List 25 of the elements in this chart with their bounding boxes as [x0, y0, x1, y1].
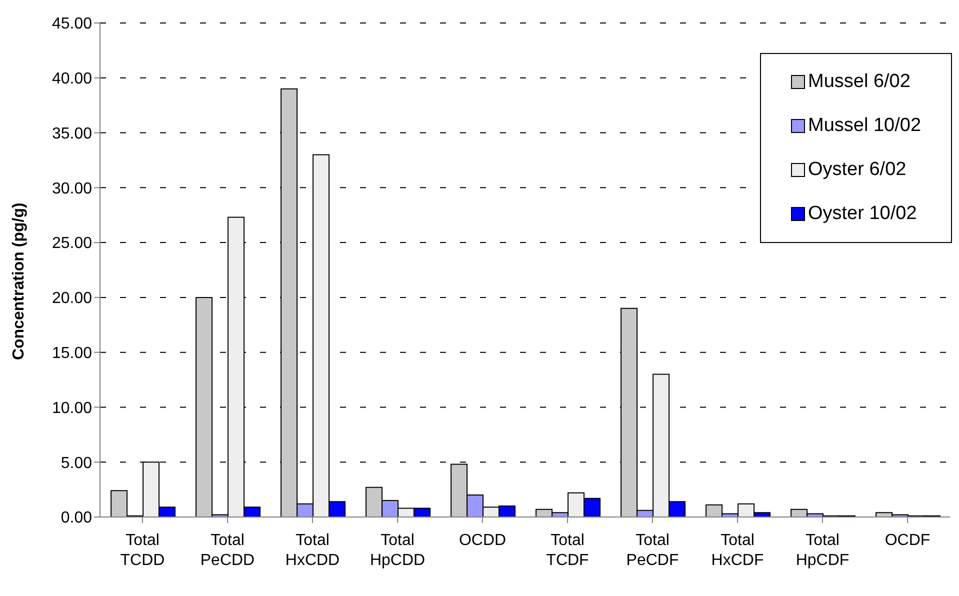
x-tick-label: OCDF	[884, 532, 930, 549]
y-tick-label: 20.00	[52, 290, 92, 308]
y-tick-label: 15.00	[52, 345, 92, 362]
legend-label: Mussel 6/02	[808, 71, 910, 93]
x-tick-label: Total HxCDF	[711, 532, 764, 569]
y-tick-label: 25.00	[52, 235, 92, 252]
y-tick-label: 40.00	[52, 70, 92, 88]
x-tick-label: OCDD	[458, 532, 506, 549]
y-tick-label: 0.00	[60, 510, 92, 527]
x-tick-label: Total HpCDD	[370, 532, 426, 569]
x-tick-label: Total HxCDD	[285, 532, 340, 569]
legend-label: Oyster 10/02	[808, 203, 917, 225]
y-axis-title: Concentration (pg/g)	[10, 202, 28, 360]
x-tick-label: Total TCDF	[546, 532, 590, 569]
y-tick-label: 30.00	[52, 180, 92, 198]
y-tick-label: 45.00	[52, 16, 92, 33]
legend-label: Oyster 6/02	[808, 159, 906, 181]
x-tick-label: Total PeCDD	[200, 532, 255, 569]
legend-label: Mussel 10/02	[808, 115, 922, 137]
y-tick-label: 35.00	[52, 125, 92, 142]
x-tick-label: Total TCDD	[120, 532, 165, 569]
x-tick-label: Total PeCDF	[626, 532, 679, 569]
y-tick-label: 5.00	[60, 454, 92, 472]
x-tick-label: Total HpCDF	[796, 532, 850, 569]
y-tick-label: 10.00	[52, 400, 92, 417]
